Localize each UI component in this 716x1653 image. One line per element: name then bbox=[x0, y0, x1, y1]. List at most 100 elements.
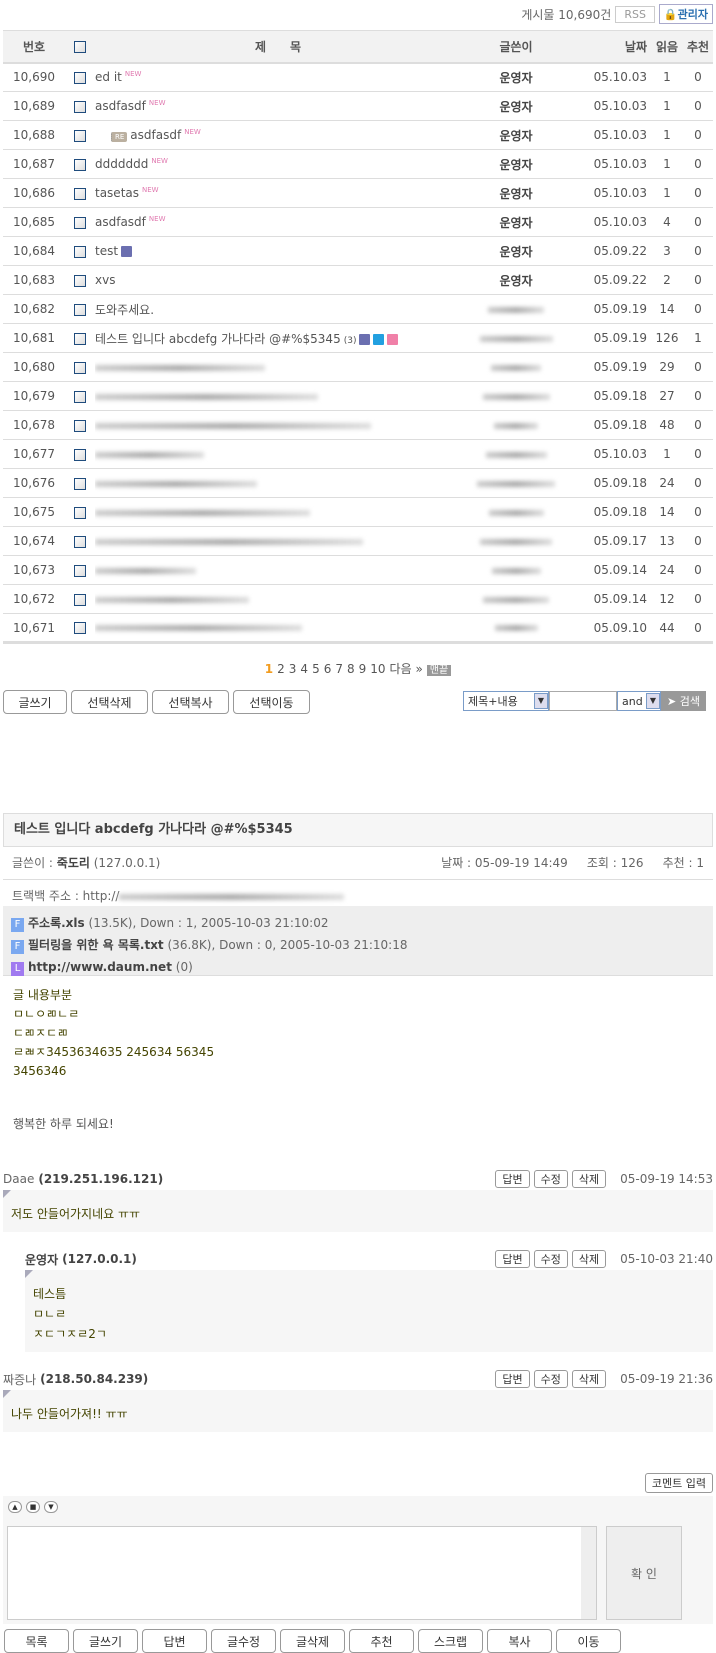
row-writer[interactable]: 운영자 bbox=[461, 120, 571, 150]
attachment-item[interactable]: F 필터링을 위한 욕 목록.txt (36.8K), Down : 0, 200… bbox=[11, 934, 705, 956]
row-checkbox[interactable] bbox=[65, 120, 95, 150]
search-field-select[interactable]: 제목+내용 ▼ bbox=[463, 691, 549, 711]
admin-button[interactable]: 🔒관리자 bbox=[658, 4, 713, 24]
row-writer[interactable] bbox=[461, 555, 571, 585]
page-link-10[interactable]: 10 bbox=[370, 662, 386, 676]
attachment-item[interactable]: F 주소록.xls (13.5K), Down : 1, 2005-10-03 2… bbox=[11, 912, 705, 934]
row-title-cell[interactable] bbox=[95, 410, 461, 440]
row-checkbox[interactable] bbox=[65, 526, 95, 556]
row-title-cell[interactable]: 도와주세요. bbox=[95, 294, 461, 324]
row-title-cell[interactable]: xvs bbox=[95, 265, 461, 295]
row-writer[interactable] bbox=[461, 294, 571, 324]
row-checkbox[interactable] bbox=[65, 265, 95, 295]
row-title-redacted[interactable] bbox=[95, 364, 265, 371]
row-writer[interactable] bbox=[461, 352, 571, 382]
table-row[interactable]: 10,675 05.09.18 14 0 bbox=[3, 497, 713, 527]
table-row[interactable]: 10,672 05.09.14 12 0 bbox=[3, 584, 713, 614]
checkbox-icon[interactable] bbox=[74, 71, 86, 84]
comment-edit-button[interactable]: 수정 bbox=[533, 1250, 568, 1268]
square-icon[interactable]: ■ bbox=[26, 1501, 40, 1513]
comment-delete-button[interactable]: 삭제 bbox=[571, 1250, 607, 1268]
comment-textarea[interactable] bbox=[7, 1526, 597, 1620]
last-page-button[interactable]: 맨끝 bbox=[426, 665, 452, 676]
page-link-7[interactable]: 7 bbox=[335, 662, 343, 676]
attachment-name[interactable]: 필터링을 위한 욕 목록.txt bbox=[28, 938, 164, 952]
comment-reply-button[interactable]: 답변 bbox=[495, 1250, 530, 1268]
row-checkbox[interactable] bbox=[65, 381, 95, 411]
table-row[interactable]: 10,689 asdfasdf NEW 운영자 05.10.03 1 0 bbox=[3, 91, 713, 121]
row-title-link[interactable]: xvs bbox=[95, 273, 116, 287]
row-title-redacted[interactable] bbox=[95, 393, 318, 400]
row-checkbox[interactable] bbox=[65, 410, 95, 440]
table-row[interactable]: 10,685 asdfasdf NEW 운영자 05.10.03 4 0 bbox=[3, 207, 713, 237]
row-title-link[interactable]: asdfasdf bbox=[95, 99, 146, 113]
comment-author[interactable]: 운영자 bbox=[25, 1252, 59, 1267]
row-writer[interactable] bbox=[461, 410, 571, 440]
row-writer[interactable]: 운영자 bbox=[461, 62, 571, 92]
list-button[interactable]: 목록 bbox=[4, 1629, 69, 1653]
row-title-cell[interactable] bbox=[95, 584, 461, 614]
row-title-redacted[interactable] bbox=[95, 625, 302, 631]
row-title-cell[interactable]: test bbox=[95, 236, 461, 266]
page-link-5[interactable]: 5 bbox=[312, 662, 320, 676]
table-row[interactable]: 10,686 tasetas NEW 운영자 05.10.03 1 0 bbox=[3, 178, 713, 208]
row-writer[interactable]: 운영자 bbox=[461, 149, 571, 179]
row-title-cell[interactable]: 테스트 입니다 abcdefg 가나다라 @#%$5345 (3) bbox=[95, 323, 461, 353]
copy-button[interactable]: 복사 bbox=[487, 1629, 552, 1653]
row-title-cell[interactable] bbox=[95, 439, 461, 469]
table-row[interactable]: 10,680 05.09.19 29 0 bbox=[3, 352, 713, 382]
table-row[interactable]: 10,674 05.09.17 13 0 bbox=[3, 526, 713, 556]
move-button[interactable]: 이동 bbox=[556, 1629, 621, 1653]
row-title-redacted[interactable] bbox=[95, 567, 196, 574]
page-link-3[interactable]: 3 bbox=[288, 662, 297, 676]
comment-author[interactable]: 짜증나 bbox=[3, 1372, 37, 1387]
table-row[interactable]: 10,684 test 운영자 05.09.22 3 0 bbox=[3, 236, 713, 266]
checkbox-icon[interactable] bbox=[74, 158, 86, 171]
row-checkbox[interactable] bbox=[65, 294, 95, 324]
row-checkbox[interactable] bbox=[65, 352, 95, 382]
checkbox-icon[interactable] bbox=[74, 535, 86, 548]
page-link-9[interactable]: 9 bbox=[358, 662, 367, 676]
checkbox-icon[interactable] bbox=[74, 332, 86, 345]
page-link-4[interactable]: 4 bbox=[300, 662, 309, 676]
row-writer[interactable] bbox=[461, 613, 571, 644]
table-row[interactable]: 10,687 ddddddd NEW 운영자 05.10.03 1 0 bbox=[3, 149, 713, 179]
row-title-link[interactable]: test bbox=[95, 244, 119, 258]
comment-reply-button[interactable]: 답변 bbox=[495, 1170, 530, 1188]
checkbox-icon[interactable] bbox=[74, 622, 86, 634]
checkbox-icon[interactable] bbox=[74, 564, 86, 577]
row-title-cell[interactable] bbox=[95, 613, 461, 644]
row-title-link[interactable]: asdfasdf bbox=[95, 215, 146, 229]
checkbox-icon[interactable] bbox=[74, 419, 86, 432]
checkbox-icon[interactable] bbox=[74, 187, 86, 200]
table-row[interactable]: 10,678 05.09.18 48 0 bbox=[3, 410, 713, 440]
table-row[interactable]: 10,676 05.09.18 24 0 bbox=[3, 468, 713, 498]
row-writer[interactable] bbox=[461, 439, 571, 469]
row-title-cell[interactable] bbox=[95, 468, 461, 498]
edit-button[interactable]: 글수정 bbox=[211, 1629, 276, 1653]
search-input[interactable] bbox=[549, 691, 617, 711]
row-title-redacted[interactable] bbox=[95, 596, 249, 603]
comment-edit-button[interactable]: 수정 bbox=[533, 1170, 568, 1188]
row-title-cell[interactable] bbox=[95, 497, 461, 527]
comment-toggle-button[interactable]: 코멘트 입력 bbox=[644, 1473, 713, 1493]
row-checkbox[interactable] bbox=[65, 468, 95, 498]
row-title-cell[interactable] bbox=[95, 555, 461, 585]
search-button[interactable]: ➤ 검색 bbox=[661, 691, 706, 711]
row-title-redacted[interactable] bbox=[95, 538, 363, 545]
checkbox-icon[interactable] bbox=[74, 274, 86, 287]
row-title-cell[interactable]: RE asdfasdf NEW bbox=[95, 120, 461, 150]
delete-selected-button[interactable]: 선택삭제 bbox=[71, 690, 148, 714]
page-link-2[interactable]: 2 bbox=[277, 662, 285, 676]
arrow-up-icon[interactable]: ▲ bbox=[8, 1501, 22, 1513]
comment-author[interactable]: Daae bbox=[3, 1172, 35, 1186]
comment-submit-button[interactable]: 확 인 bbox=[606, 1526, 682, 1620]
checkbox-icon[interactable] bbox=[74, 477, 86, 490]
row-writer[interactable] bbox=[461, 497, 571, 527]
table-row[interactable]: 10,673 05.09.14 24 0 bbox=[3, 555, 713, 585]
row-title-cell[interactable] bbox=[95, 526, 461, 556]
checkbox-icon[interactable] bbox=[74, 390, 86, 403]
comment-delete-button[interactable]: 삭제 bbox=[571, 1370, 607, 1388]
checkbox-icon[interactable] bbox=[74, 506, 86, 519]
recommend-button[interactable]: 추천 bbox=[349, 1629, 414, 1653]
